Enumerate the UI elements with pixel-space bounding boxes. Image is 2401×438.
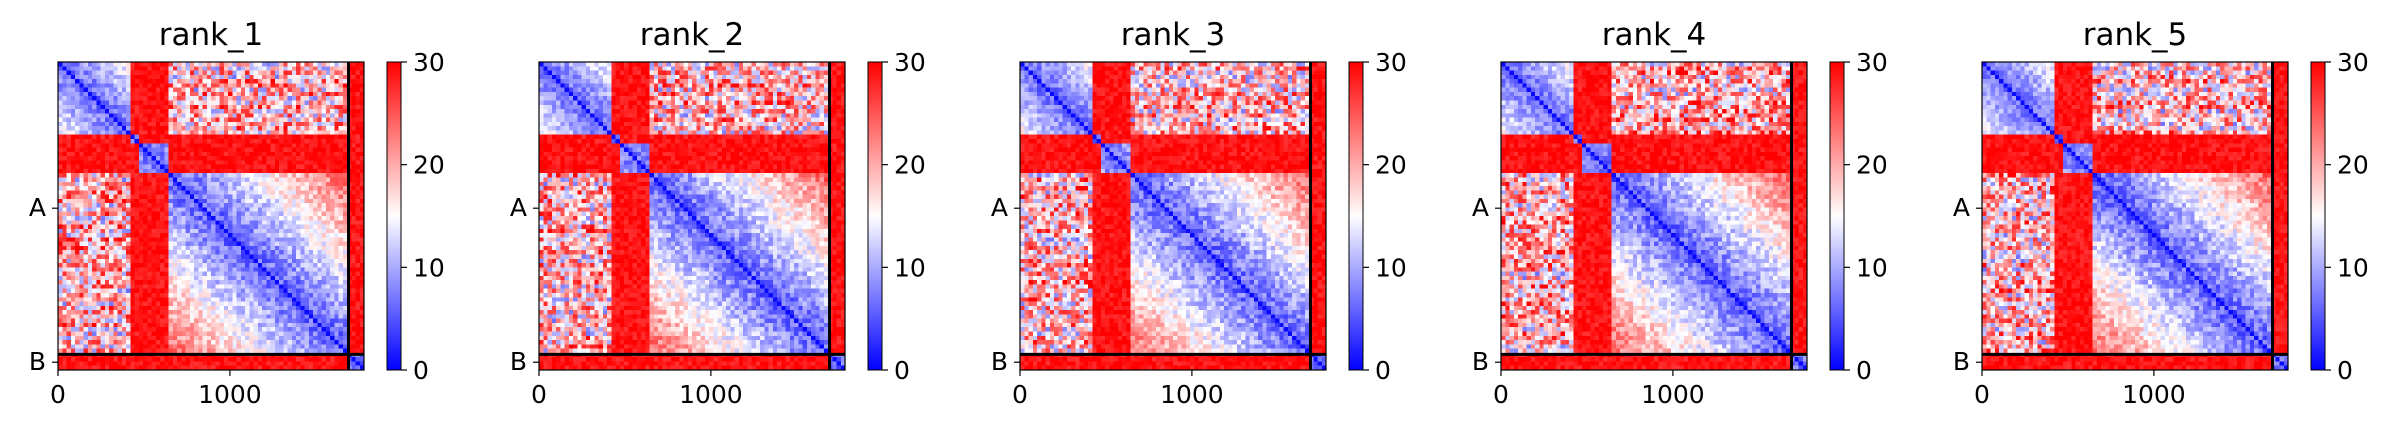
pae-matrix [1982,62,2289,371]
colorbar [1348,61,1364,371]
colorbar-tick-label: 30 [2337,48,2369,77]
colorbar [2310,61,2326,371]
y-tick-label: A [1472,193,1489,222]
y-tick-label: B [991,347,1008,376]
x-tick-label: 0 [531,380,547,409]
pae-matrix [1501,62,1808,371]
panel-title: rank_4 [1602,17,1707,53]
x-tick-label: 0 [1974,380,1990,409]
pae-matrix [58,62,365,371]
axes-frame [57,61,365,371]
axes-frame [1981,61,2289,371]
pae-matrix [1020,62,1327,371]
y-tick-label: A [29,193,46,222]
colorbar [1829,61,1845,371]
panel-title: rank_1 [159,17,264,53]
panel-title: rank_5 [2083,17,2188,53]
colorbar-tick-label: 0 [894,356,910,385]
y-tick-label: A [510,193,527,222]
colorbar-tick-label: 20 [1375,151,1407,180]
colorbar-tick-label: 0 [2337,356,2353,385]
x-tick-label: 0 [1012,380,1028,409]
colorbar-tick-label: 20 [1856,151,1888,180]
y-tick-label: B [1472,347,1489,376]
colorbar-tick-label: 0 [1375,356,1391,385]
colorbar-tick-label: 10 [894,253,926,282]
x-tick-label: 1000 [1641,380,1705,409]
axes-frame [1019,61,1327,371]
colorbar [867,61,883,371]
colorbar-tick-label: 20 [2337,151,2369,180]
colorbar-tick-label: 10 [1856,253,1888,282]
y-tick-label: B [29,347,46,376]
axes-frame [1500,61,1808,371]
colorbar-tick-label: 20 [894,151,926,180]
colorbar-tick-label: 20 [413,151,445,180]
colorbar-tick-label: 30 [894,48,926,77]
panel-title: rank_2 [640,17,745,53]
colorbar-tick-label: 30 [413,48,445,77]
colorbar-tick-label: 10 [2337,253,2369,282]
colorbar [386,61,402,371]
colorbar-tick-label: 10 [413,253,445,282]
pae-matrix [539,62,846,371]
colorbar-tick-label: 30 [1375,48,1407,77]
x-tick-label: 1000 [679,380,743,409]
axes-frame [538,61,846,371]
colorbar-tick-label: 10 [1375,253,1407,282]
x-tick-label: 0 [50,380,66,409]
x-tick-label: 1000 [198,380,262,409]
x-tick-label: 1000 [1160,380,1224,409]
y-tick-label: B [1953,347,1970,376]
colorbar-tick-label: 0 [1856,356,1872,385]
colorbar-tick-label: 30 [1856,48,1888,77]
x-tick-label: 0 [1493,380,1509,409]
colorbar-tick-label: 0 [413,356,429,385]
panel-title: rank_3 [1121,17,1226,53]
y-tick-label: A [1953,193,1970,222]
y-tick-label: B [510,347,527,376]
y-tick-label: A [991,193,1008,222]
x-tick-label: 1000 [2122,380,2186,409]
